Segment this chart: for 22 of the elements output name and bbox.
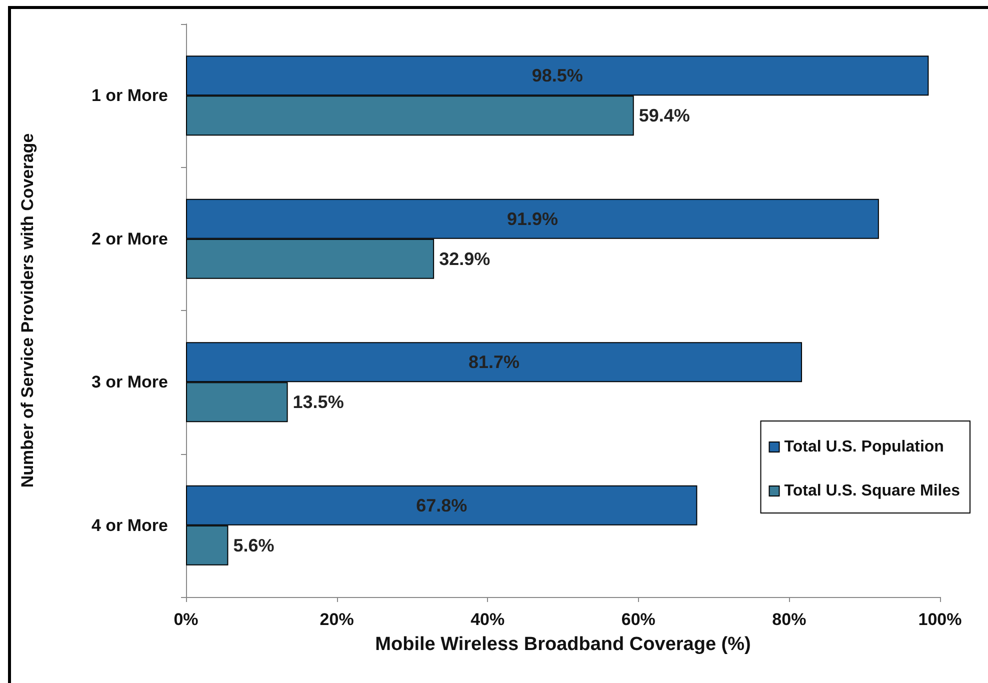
y-tick-label: 4 or More [91,516,168,535]
data-label: 13.5% [292,392,344,412]
data-label: 98.5% [532,66,583,86]
legend-label: Total U.S. Population [784,438,944,456]
x-tick-label: 60% [621,610,656,629]
data-label: 32.9% [439,248,490,269]
data-label: 67.8% [416,495,468,516]
y-tick-label: 2 or More [91,229,168,248]
data-label: 5.6% [233,535,274,556]
y-tick-label: 1 or More [91,86,168,106]
legend-label: Total U.S. Square Miles [784,482,960,500]
x-tick-label: 100% [918,610,962,629]
x-tick-label: 80% [772,610,806,629]
x-axis-title: Mobile Wireless Broadband Coverage (%) [375,634,751,655]
y-axis-title: Number of Service Providers with Coverage [18,133,37,488]
y-tick-label: 3 or More [91,372,168,392]
x-tick-label: 20% [320,610,354,629]
data-label: 91.9% [506,208,558,229]
data-label: 59.4% [638,106,690,126]
x-tick-label: 40% [470,610,505,629]
x-tick-label: 0% [174,610,198,629]
data-label: 81.7% [468,352,520,372]
